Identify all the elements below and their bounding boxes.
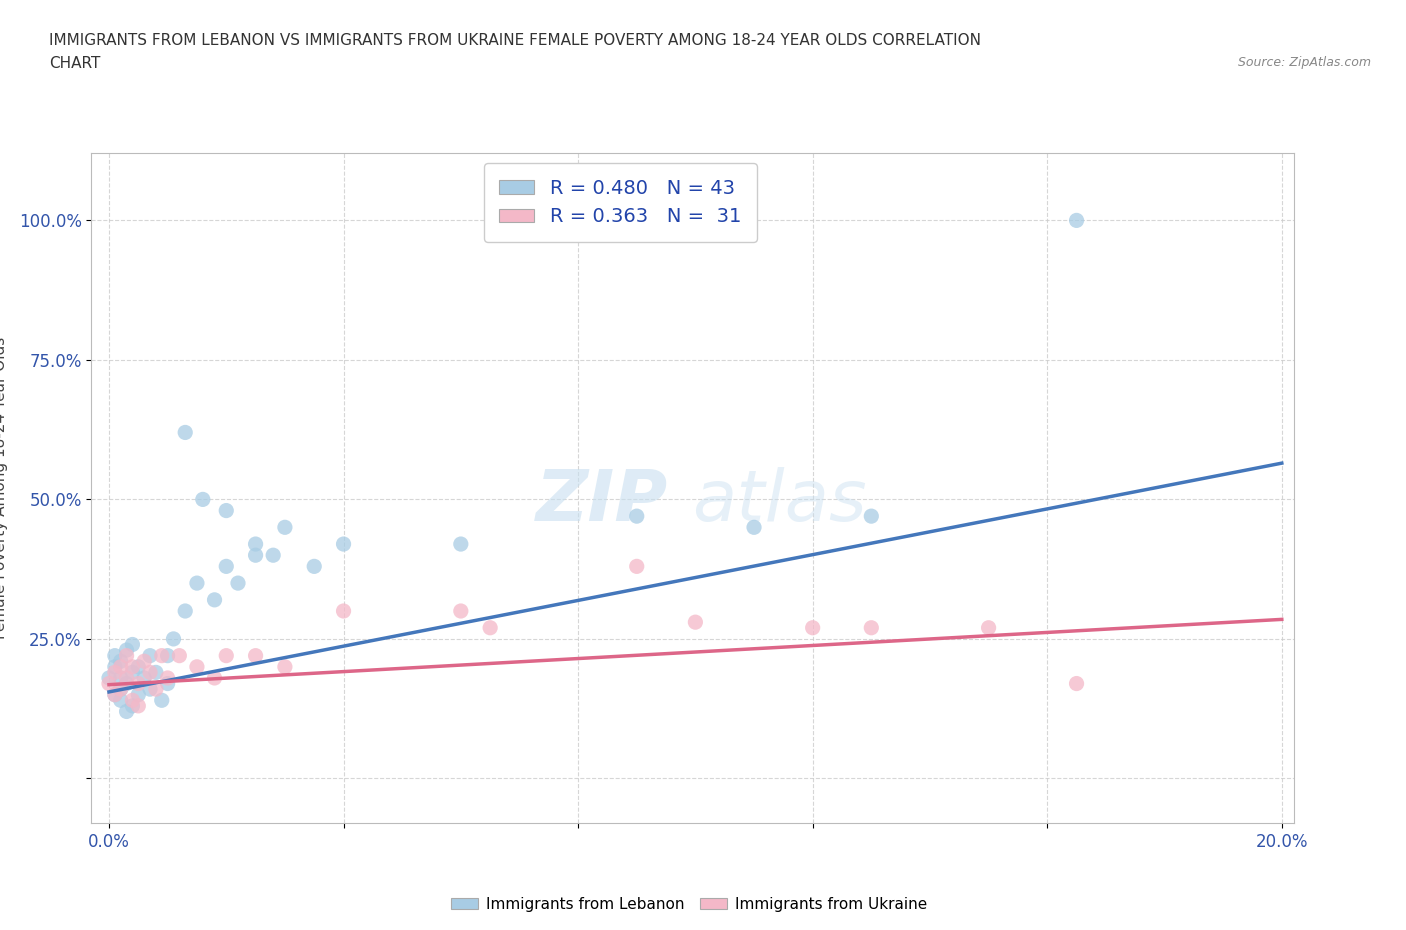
Point [156, 671, 179, 685]
Point [186, 659, 208, 674]
Point [245, 537, 267, 551]
Point [860, 620, 883, 635]
Point [121, 637, 143, 652]
Point [191, 492, 214, 507]
Point [302, 559, 325, 574]
Point [150, 693, 173, 708]
Point [139, 665, 162, 680]
Point [139, 682, 162, 697]
Point [115, 671, 138, 685]
Point [98, 671, 121, 685]
Legend: Immigrants from Lebanon, Immigrants from Ukraine: Immigrants from Lebanon, Immigrants from… [444, 891, 934, 918]
Point [450, 537, 472, 551]
Point [121, 693, 143, 708]
Point [110, 693, 132, 708]
Point [274, 659, 297, 674]
Point [104, 687, 127, 702]
Point [127, 687, 149, 702]
Point [204, 671, 226, 685]
Point [626, 509, 648, 524]
Point [226, 576, 249, 591]
Point [139, 648, 162, 663]
Point [110, 671, 132, 685]
Point [110, 654, 132, 669]
Point [479, 620, 502, 635]
Point [156, 648, 179, 663]
Point [215, 559, 238, 574]
Point [134, 671, 156, 685]
Point [169, 648, 191, 663]
Point [150, 648, 173, 663]
Point [245, 548, 267, 563]
Point [801, 620, 824, 635]
Y-axis label: Female Poverty Among 18-24 Year Olds: Female Poverty Among 18-24 Year Olds [0, 338, 7, 640]
Point [127, 698, 149, 713]
Point [115, 704, 138, 719]
Point [98, 676, 121, 691]
Point [127, 659, 149, 674]
Point [262, 548, 284, 563]
Point [115, 643, 138, 658]
Point [145, 682, 167, 697]
Point [104, 687, 127, 702]
Point [186, 576, 208, 591]
Text: ZIP: ZIP [536, 467, 668, 536]
Point [115, 648, 138, 663]
Point [332, 537, 354, 551]
Point [134, 654, 156, 669]
Point [121, 698, 143, 713]
Point [860, 509, 883, 524]
Point [742, 520, 765, 535]
Point [121, 665, 143, 680]
Point [145, 665, 167, 680]
Point [104, 648, 127, 663]
Point [1066, 213, 1088, 228]
Point [162, 631, 184, 646]
Point [626, 559, 648, 574]
Point [245, 648, 267, 663]
Point [174, 425, 197, 440]
Point [115, 676, 138, 691]
Point [204, 592, 226, 607]
Point [110, 682, 132, 697]
Text: atlas: atlas [692, 467, 868, 536]
Point [156, 676, 179, 691]
Text: Source: ZipAtlas.com: Source: ZipAtlas.com [1237, 56, 1371, 69]
Point [1066, 676, 1088, 691]
Point [977, 620, 1000, 635]
Text: CHART: CHART [49, 56, 101, 71]
Point [174, 604, 197, 618]
Point [274, 520, 297, 535]
Point [685, 615, 707, 630]
Point [104, 665, 127, 680]
Text: IMMIGRANTS FROM LEBANON VS IMMIGRANTS FROM UKRAINE FEMALE POVERTY AMONG 18-24 YE: IMMIGRANTS FROM LEBANON VS IMMIGRANTS FR… [49, 33, 981, 47]
Point [332, 604, 354, 618]
Legend: R = 0.480   N = 43, R = 0.363   N =  31: R = 0.480 N = 43, R = 0.363 N = 31 [484, 163, 756, 242]
Point [215, 503, 238, 518]
Point [215, 648, 238, 663]
Point [110, 682, 132, 697]
Point [110, 659, 132, 674]
Point [104, 659, 127, 674]
Point [121, 659, 143, 674]
Point [127, 676, 149, 691]
Point [450, 604, 472, 618]
